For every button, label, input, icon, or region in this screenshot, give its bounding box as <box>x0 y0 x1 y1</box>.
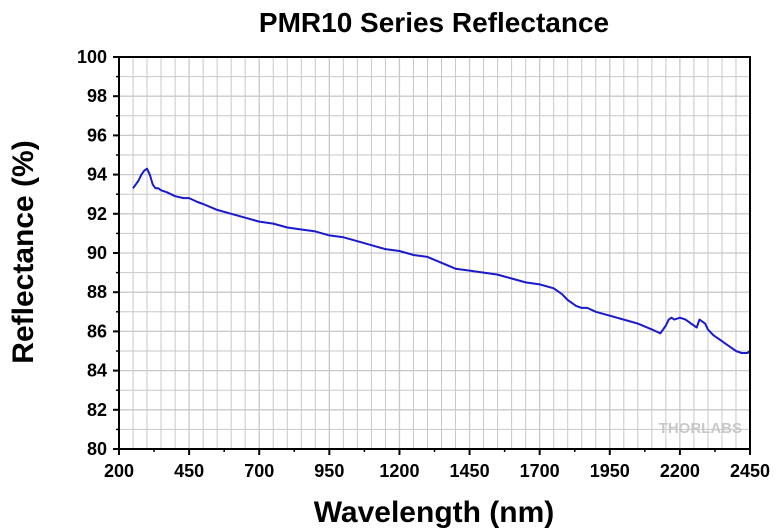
chart-title: PMR10 Series Reflectance <box>259 7 609 38</box>
thorlabs-watermark: THORLABS <box>659 420 742 437</box>
y-tick-label: 92 <box>87 204 107 224</box>
x-tick-label: 200 <box>104 461 134 481</box>
y-tick-label: 82 <box>87 400 107 420</box>
y-axis: 80 82 84 86 88 90 92 94 96 98 100 <box>77 47 119 459</box>
x-tick-label: 2450 <box>730 461 770 481</box>
y-tick-label: 80 <box>87 439 107 459</box>
y-tick-label: 94 <box>87 165 107 185</box>
grid-lines <box>118 56 751 450</box>
y-axis-title: Reflectance (%) <box>7 140 40 363</box>
y-tick-label: 88 <box>87 282 107 302</box>
y-tick-label: 86 <box>87 321 107 341</box>
y-tick-label: 96 <box>87 125 107 145</box>
series-group <box>132 167 751 354</box>
x-tick-label: 1450 <box>450 461 490 481</box>
y-tick-label: 90 <box>87 243 107 263</box>
series-line-0 <box>132 167 751 354</box>
x-tick-label: 450 <box>174 461 204 481</box>
x-tick-label: 1200 <box>379 461 419 481</box>
x-axis: 200 450 700 950 1200 1450 1700 1950 2200 2450 <box>104 449 770 481</box>
y-tick-label: 84 <box>87 361 107 381</box>
x-tick-label: 1700 <box>520 461 560 481</box>
x-tick-label: 700 <box>244 461 274 481</box>
x-axis-title: Wavelength (nm) <box>314 496 555 529</box>
x-tick-label: 1950 <box>590 461 630 481</box>
y-tick-label: 100 <box>77 47 107 67</box>
x-tick-label: 2200 <box>660 461 700 481</box>
y-tick-label: 98 <box>87 86 107 106</box>
x-tick-label: 950 <box>314 461 344 481</box>
